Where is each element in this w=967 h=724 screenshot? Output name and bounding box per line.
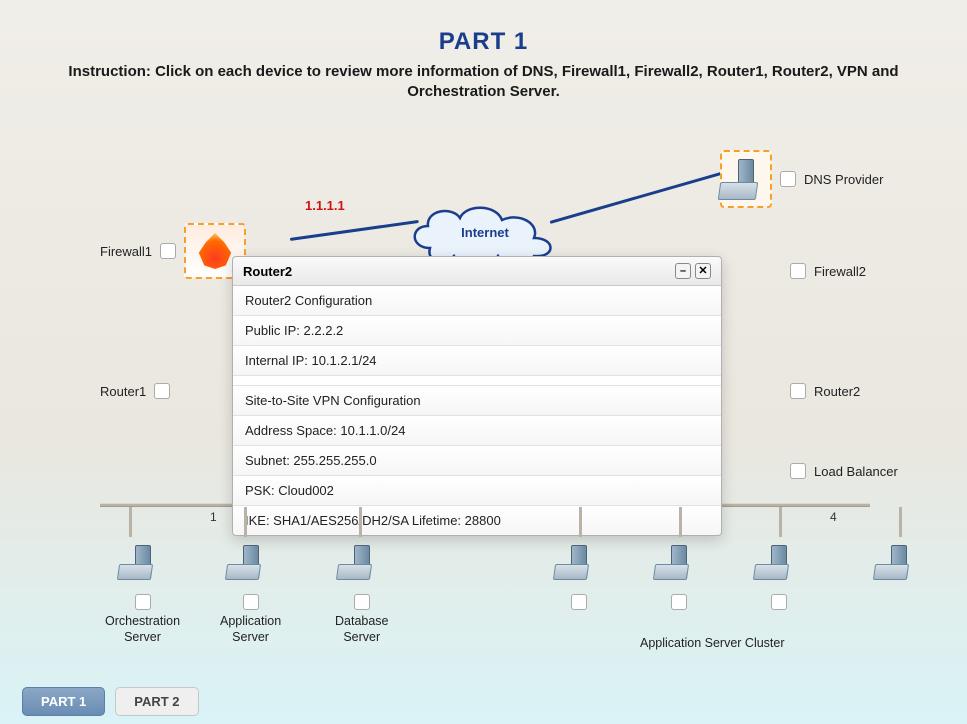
checkbox[interactable] [771, 594, 787, 610]
bus-drop [679, 507, 682, 537]
checkbox[interactable] [135, 594, 151, 610]
popup-gap [233, 376, 721, 386]
device-load-balancer[interactable]: Load Balancer [790, 463, 898, 479]
bottom-server[interactable] [755, 536, 803, 610]
network-link [550, 171, 724, 223]
ip-label: 1.1.1.1 [305, 198, 345, 213]
device-label: Firewall1 [100, 244, 152, 259]
bottom-server[interactable] [655, 536, 703, 610]
popup-row: Internal IP: 10.1.2.1/24 [233, 346, 721, 376]
bottom-server[interactable]: OrchestrationServer [105, 536, 180, 645]
checkbox[interactable] [354, 594, 370, 610]
checkbox[interactable] [160, 243, 176, 259]
checkbox[interactable] [790, 463, 806, 479]
cluster-label: Application Server Cluster [640, 636, 785, 652]
minimize-button[interactable]: – [675, 263, 691, 279]
config-popup: Router2 – ✕ Router2 ConfigurationPublic … [232, 256, 722, 536]
server-icon [227, 536, 275, 588]
device-label: Firewall2 [814, 264, 866, 279]
server-icon [119, 536, 167, 588]
bus-drop [579, 507, 582, 537]
server-icon [338, 536, 386, 588]
bottom-server[interactable]: ApplicationServer [220, 536, 281, 645]
popup-row: Subnet: 255.255.255.0 [233, 446, 721, 476]
device-dns-provider[interactable]: DNS Provider [720, 150, 883, 208]
server-label: DatabaseServer [335, 614, 389, 645]
popup-row: PSK: Cloud002 [233, 476, 721, 506]
checkbox[interactable] [790, 263, 806, 279]
popup-row: Public IP: 2.2.2.2 [233, 316, 721, 346]
device-label: Load Balancer [814, 464, 898, 479]
device-router2[interactable]: Router2 [790, 383, 860, 399]
bus-drop [779, 507, 782, 537]
part-tabs: PART 1 PART 2 [22, 687, 199, 716]
checkbox[interactable] [780, 171, 796, 187]
diagram-canvas: Internet 1.1.1.1 DNS Provider Firewall1 … [0, 28, 967, 724]
server-label: ApplicationServer [220, 614, 281, 645]
device-label: DNS Provider [804, 172, 883, 187]
bus-drop [129, 507, 132, 537]
server-icon [555, 536, 603, 588]
bus-drop [244, 507, 247, 537]
tab-part1[interactable]: PART 1 [22, 687, 105, 716]
device-router1[interactable]: Router1 [100, 383, 170, 399]
popup-row: Router2 Configuration [233, 286, 721, 316]
checkbox[interactable] [671, 594, 687, 610]
bus-drop [359, 507, 362, 537]
checkbox[interactable] [154, 383, 170, 399]
server-icon [755, 536, 803, 588]
device-label: Router1 [100, 384, 146, 399]
device-label: Router2 [814, 384, 860, 399]
device-firewall1[interactable]: Firewall1 [100, 223, 246, 279]
server-icon [655, 536, 703, 588]
checkbox[interactable] [790, 383, 806, 399]
checkbox[interactable] [243, 594, 259, 610]
bottom-server[interactable] [555, 536, 603, 610]
device-firewall2[interactable]: Firewall2 [790, 263, 866, 279]
axis-number-right: 4 [830, 510, 837, 524]
bus-drop [899, 507, 902, 537]
axis-number-left: 1 [210, 510, 217, 524]
bottom-server[interactable] [875, 536, 923, 588]
checkbox[interactable] [571, 594, 587, 610]
cloud-label: Internet [461, 225, 509, 240]
server-icon [875, 536, 923, 588]
popup-row: Address Space: 10.1.1.0/24 [233, 416, 721, 446]
tab-part2[interactable]: PART 2 [115, 687, 198, 716]
popup-title-text: Router2 [243, 264, 292, 279]
server-label: OrchestrationServer [105, 614, 180, 645]
close-button[interactable]: ✕ [695, 263, 711, 279]
server-icon [720, 150, 772, 208]
popup-row: IKE: SHA1/AES256/DH2/SA Lifetime: 28800 [233, 506, 721, 535]
bottom-server[interactable]: DatabaseServer [335, 536, 389, 645]
popup-row: Site-to-Site VPN Configuration [233, 386, 721, 416]
